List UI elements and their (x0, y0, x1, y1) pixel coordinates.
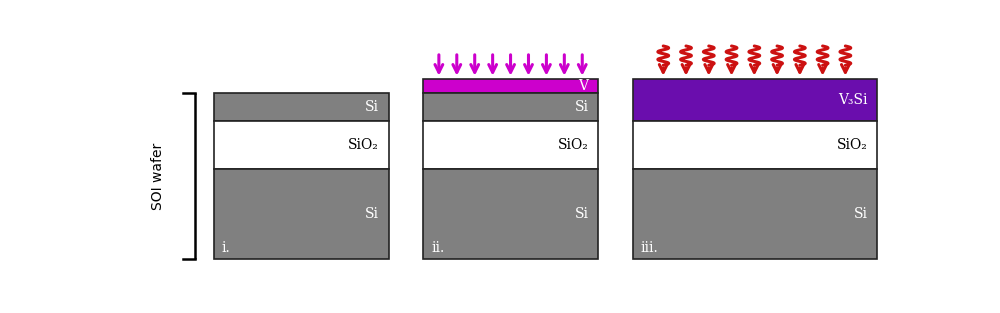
Bar (633, 79, 877, 121)
Text: Si: Si (853, 207, 867, 221)
Bar (214, 121, 388, 169)
Bar (423, 121, 598, 169)
Text: Si: Si (574, 207, 588, 221)
Bar (214, 93, 388, 121)
Text: Si: Si (574, 100, 588, 114)
Text: iii.: iii. (640, 241, 658, 255)
Bar (633, 169, 877, 259)
Text: V: V (578, 79, 588, 93)
Bar (423, 169, 598, 259)
Text: SiO₂: SiO₂ (837, 138, 867, 152)
Text: ii.: ii. (431, 241, 444, 255)
Text: Si: Si (365, 100, 379, 114)
Text: SiO₂: SiO₂ (558, 138, 588, 152)
Text: V₃Si: V₃Si (838, 93, 867, 107)
Text: i.: i. (222, 241, 231, 255)
Bar (423, 93, 598, 121)
Bar (423, 79, 598, 93)
Bar (633, 121, 877, 169)
Text: SOI wafer: SOI wafer (151, 142, 165, 210)
Text: SiO₂: SiO₂ (348, 138, 379, 152)
Text: Si: Si (365, 207, 379, 221)
Bar (214, 169, 388, 259)
